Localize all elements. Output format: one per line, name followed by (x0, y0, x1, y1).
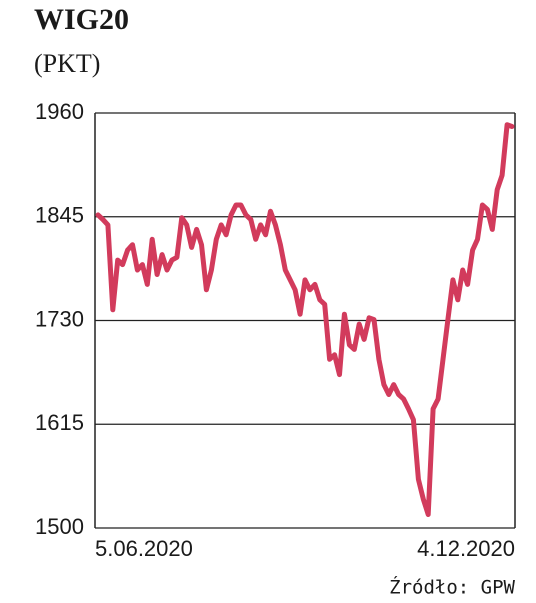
x-tick-label: 5.06.2020 (95, 536, 193, 561)
chart-title: WIG20 (34, 3, 129, 36)
y-tick-label: 1500 (35, 514, 84, 539)
y-tick-label: 1730 (35, 306, 84, 331)
y-tick-label: 1615 (35, 410, 84, 435)
x-tick-label: 4.12.2020 (417, 536, 515, 561)
source-note: Źródło: GPW (389, 576, 515, 599)
price-line (95, 122, 515, 517)
y-tick-label: 1845 (35, 203, 84, 228)
y-tick-label: 1960 (35, 99, 84, 124)
chart-subtitle: (PKT) (34, 49, 100, 78)
